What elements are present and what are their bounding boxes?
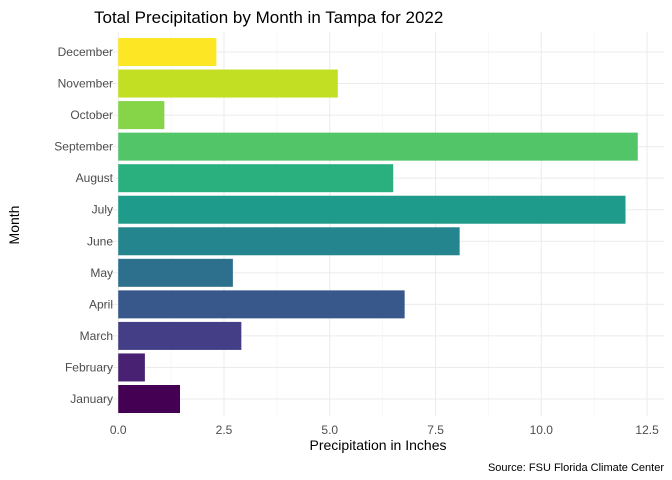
bar-layer <box>118 38 638 413</box>
y-tick-label: November <box>58 77 113 91</box>
bar-may <box>118 258 233 287</box>
y-tick-label: March <box>80 329 113 343</box>
bar-october <box>118 101 165 130</box>
bar-november <box>118 69 338 98</box>
chart-caption: Source: FSU Florida Climate Center <box>488 462 664 474</box>
x-axis-title: Precipitation in Inches <box>310 437 447 453</box>
chart-title: Total Precipitation by Month in Tampa fo… <box>94 8 443 27</box>
y-tick-labels: January February March April May June July Augu… <box>54 45 113 406</box>
bar-september <box>118 132 638 161</box>
bar-march <box>118 321 242 350</box>
x-tick-labels: 0.0 2.5 5.0 7.5 10.0 12.5 <box>110 423 659 437</box>
y-tick-label: May <box>90 266 113 280</box>
bar-june <box>118 227 460 256</box>
bar-august <box>118 164 394 193</box>
y-tick-label: September <box>54 140 113 154</box>
y-tick-label: July <box>92 203 113 217</box>
x-tick-label: 12.5 <box>635 423 659 437</box>
x-tick-label: 5.0 <box>321 423 338 437</box>
x-tick-label: 2.5 <box>216 423 233 437</box>
bar-february <box>118 353 145 382</box>
y-tick-label: April <box>89 297 113 311</box>
bar-april <box>118 290 405 319</box>
x-tick-label: 7.5 <box>427 423 444 437</box>
y-axis-title: Month <box>6 206 22 245</box>
bar-january <box>118 385 180 413</box>
x-tick-label: 10.0 <box>530 423 554 437</box>
y-tick-label: June <box>87 234 113 248</box>
x-tick-label: 0.0 <box>110 423 127 437</box>
bar-july <box>118 195 626 224</box>
y-tick-label: October <box>70 108 113 122</box>
y-tick-label: January <box>70 392 113 406</box>
y-tick-label: December <box>58 45 113 59</box>
y-tick-label: August <box>76 171 114 185</box>
bar-december <box>118 38 217 66</box>
y-tick-label: February <box>65 360 113 374</box>
